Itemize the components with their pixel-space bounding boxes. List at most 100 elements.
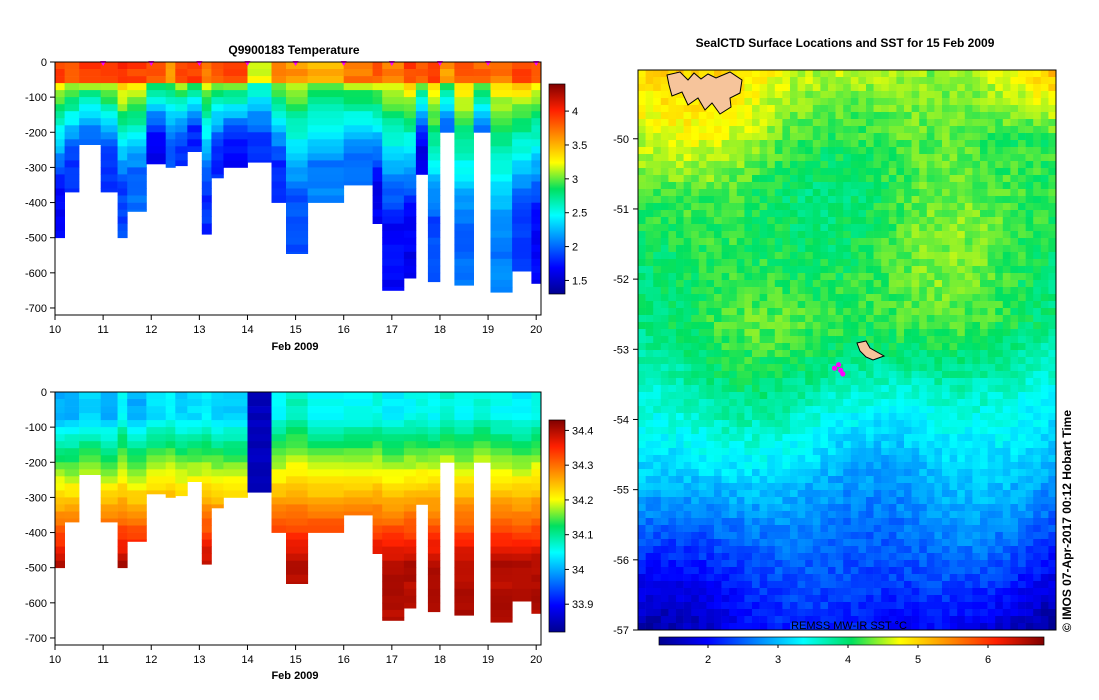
section-cell [247,392,272,400]
sst-cell [942,112,950,120]
section-cell [271,448,287,456]
sst-cell [660,77,669,85]
sst-cell [919,203,928,211]
sst-cell [964,476,973,484]
sst-cell [919,70,928,78]
sst-cell [805,98,814,106]
sst-cell [926,336,935,344]
sst-cell [896,147,905,155]
sst-cell [660,469,669,477]
section-cell [382,97,405,105]
sst-cell [980,287,988,295]
section-cell [490,237,513,246]
sst-cell [964,371,973,379]
sst-cell [691,420,700,428]
sst-cell [843,203,852,211]
section-cell [55,392,65,400]
section-cell [473,455,491,463]
section-cell [403,174,417,182]
sst-cell [888,378,897,386]
section-cell [427,504,441,512]
sst-cell [698,245,707,253]
section-cell [286,104,309,112]
section-cell [286,167,309,175]
section-cell [512,581,532,590]
sst-cell [972,91,981,99]
sst-cell [942,476,950,484]
sst-cell [812,294,821,302]
sst-cell [904,406,912,414]
sst-cell [660,259,669,267]
section-cell [146,146,166,154]
sst-cell [759,161,768,169]
sst-cell [896,336,905,344]
section-cell [490,581,513,590]
section-cell [201,532,212,540]
sst-cell [1002,252,1011,260]
sst-cell [645,490,654,498]
sst-cell [1018,175,1026,183]
sst-cell [926,147,935,155]
sst-cell [843,336,852,344]
section-cell [223,146,248,154]
section-cell [64,413,80,421]
sst-cell [904,70,912,78]
sst-cell [653,371,662,379]
section-cell [415,139,429,147]
section-cell [415,455,429,463]
sst-cell [964,322,973,330]
sst-cell [752,392,760,400]
section-cell [307,160,345,168]
sst-cell [1002,322,1011,330]
section-cell [382,560,405,569]
sst-cell [767,217,776,225]
sst-cell [660,350,669,358]
section-cell [427,420,441,428]
sst-cell [919,77,928,85]
section-cell [100,518,118,523]
sst-cell [1025,294,1034,302]
section-cell [490,483,513,491]
sst-cell [683,343,692,351]
sst-cell [668,518,677,526]
sst-cell [888,273,897,281]
sst-cell [1048,217,1056,225]
profile-column [512,392,532,602]
sst-cell [987,224,996,232]
sst-cell [653,448,662,456]
section-cell [64,511,80,519]
sst-cell [767,91,776,99]
sst-cell [797,266,806,274]
sst-cell [782,462,791,470]
sst-cell [782,287,791,295]
section-cell [55,553,65,561]
sst-cell [691,518,700,526]
sst-cell [904,483,912,491]
sst-cell [706,511,715,519]
sst-cell [957,231,966,239]
sst-cell [660,413,669,421]
sst-cell [843,168,852,176]
sst-cell [698,357,707,365]
sst-cell [1025,371,1034,379]
sst-cell [972,420,981,428]
sst-cell [850,273,859,281]
sst-cell [1025,420,1034,428]
sst-cell [904,126,912,134]
sst-cell [934,112,943,120]
sst-cell [972,133,981,141]
sst-cell [881,371,890,379]
sst-cell [1010,259,1019,267]
sst-cell [721,119,730,127]
section-cell [531,104,542,112]
colorbar-tick-label: 33.9 [572,599,593,611]
sst-cell [904,385,912,393]
section-cell [271,153,287,161]
section-cell [187,76,203,84]
sst-cell [964,315,973,323]
sst-cell [858,434,867,442]
sst-cell [782,238,791,246]
sst-cell [919,147,928,155]
section-cell [117,483,128,491]
sst-cell [850,126,859,134]
